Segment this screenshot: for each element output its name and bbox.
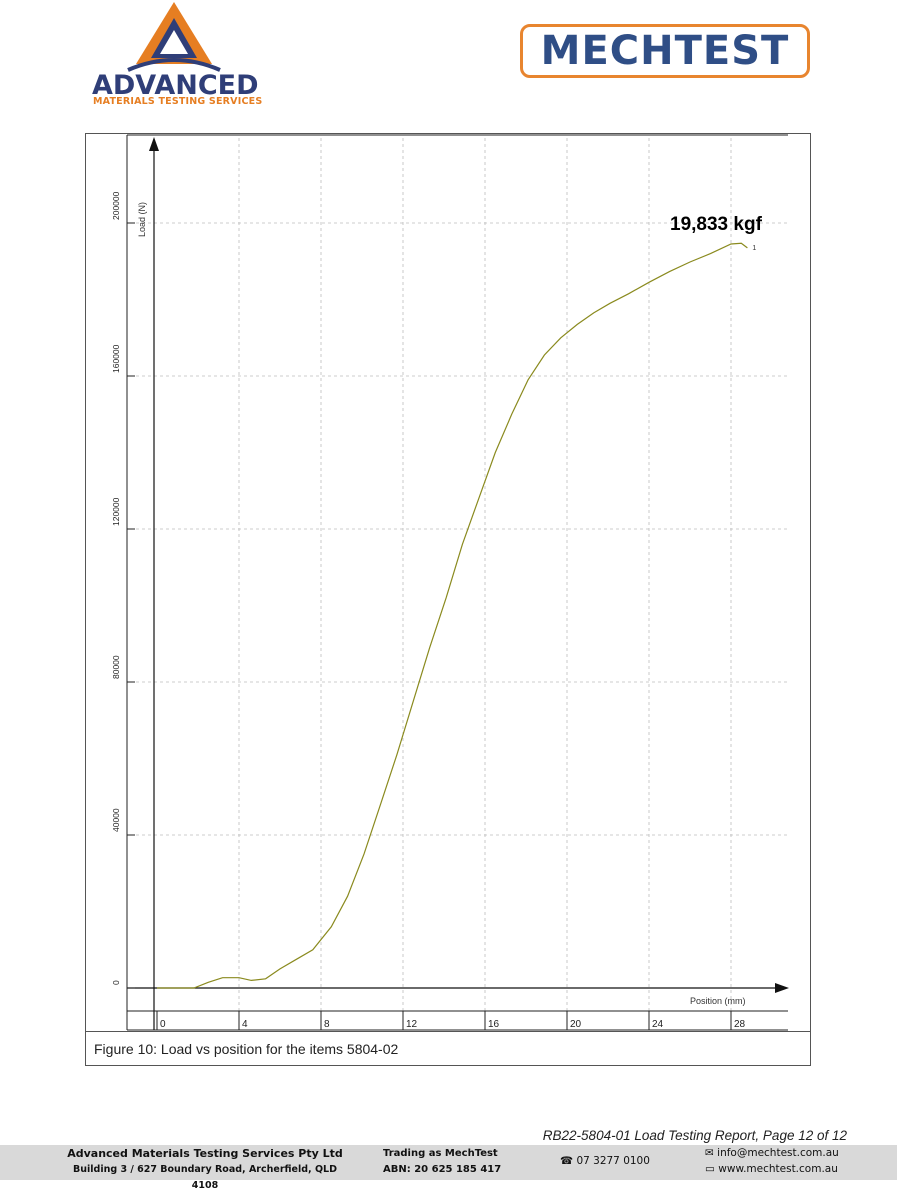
- mechtest-logo-word: MECHTEST: [540, 28, 790, 74]
- x-tick-label: 0: [160, 1019, 166, 1030]
- amts-logo-word: ADVANCED: [92, 70, 259, 101]
- x-tick-label: 20: [570, 1019, 582, 1030]
- footer-company-block: Advanced Materials Testing Services Pty …: [60, 1146, 350, 1194]
- y-tick-label: 80000: [111, 655, 121, 679]
- footer-abn: ABN: 20 625 185 417: [383, 1164, 502, 1175]
- footer-contact-block: ✉ info@mechtest.com.au ▭ www.mechtest.co…: [705, 1145, 839, 1177]
- y-tick-label: 200000: [111, 191, 121, 220]
- x-axis-label: Position (mm): [690, 996, 746, 1006]
- x-axis-arrow: [775, 983, 789, 993]
- footer-phone: 07 3277 0100: [576, 1155, 650, 1167]
- amts-logo-subtitle: MATERIALS TESTING SERVICES: [93, 96, 263, 107]
- y-tick-label: 160000: [111, 344, 121, 373]
- y-tick-label: 40000: [111, 808, 121, 832]
- footer-phone-block: ☎ 07 3277 0100: [560, 1153, 650, 1169]
- footer-company: Advanced Materials Testing Services Pty …: [67, 1147, 343, 1160]
- x-tick-label: 12: [406, 1019, 418, 1030]
- page-footer: Advanced Materials Testing Services Pty …: [0, 1145, 897, 1191]
- chart-ticks: 0 4 8 12 16 20 24 28 0 40000 80000 120000 160000 2000…: [111, 191, 746, 1030]
- peak-point-label: 1: [752, 245, 756, 252]
- load-position-chart: 0 4 8 12 16 20 24 28 0 40000 80000 120000 160000 2000…: [111, 134, 789, 1031]
- load-curve: [157, 242, 748, 989]
- figure-caption: Figure 10: Load vs position for the item…: [86, 1031, 810, 1065]
- y-tick-label: 120000: [111, 497, 121, 526]
- x-tick-label: 4: [242, 1019, 248, 1030]
- y-tick-label: 0: [111, 980, 121, 985]
- x-tick-label: 24: [652, 1019, 664, 1030]
- chart-axes: [126, 134, 789, 1031]
- chart-grid: [130, 138, 788, 1030]
- footer-trading-block: Trading as MechTest ABN: 20 625 185 417: [383, 1146, 501, 1178]
- x-tick-label: 16: [488, 1019, 500, 1030]
- x-tick-label: 28: [734, 1019, 746, 1030]
- peak-load-annotation: 19,833 kgf: [670, 214, 763, 235]
- y-axis-arrow: [149, 137, 159, 151]
- report-page-line: RB22-5804-01 Load Testing Report, Page 1…: [542, 1128, 847, 1143]
- footer-address: Building 3 / 627 Boundary Road, Archerfi…: [73, 1164, 337, 1191]
- email-icon: ✉: [705, 1147, 714, 1159]
- amts-triangle-mark: [127, 2, 221, 72]
- footer-email[interactable]: info@mechtest.com.au: [717, 1147, 839, 1159]
- amts-logo: ADVANCED MATERIALS TESTING SERVICES: [88, 0, 263, 112]
- x-tick-label: 8: [324, 1019, 330, 1030]
- computer-icon: ▭: [705, 1163, 715, 1175]
- phone-icon: ☎: [560, 1155, 574, 1167]
- mechtest-logo: MECHTEST: [520, 24, 810, 78]
- y-axis-label: Load (N): [137, 202, 147, 237]
- footer-web[interactable]: www.mechtest.com.au: [718, 1163, 838, 1175]
- footer-trading: Trading as MechTest: [383, 1148, 498, 1159]
- figure-frame: [85, 133, 811, 1066]
